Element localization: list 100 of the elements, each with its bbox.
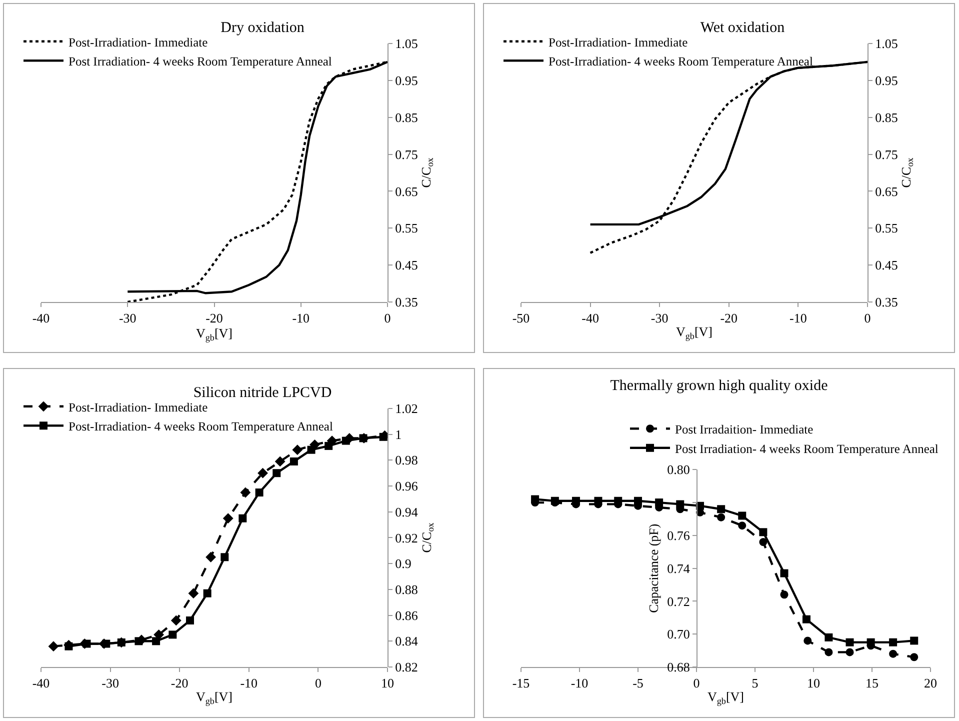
y-tick-label: 0.86: [395, 608, 418, 623]
y-axis-title: Capacitance (pF): [646, 524, 662, 613]
x-tick-label: -30: [102, 676, 119, 691]
legend-label: Post-Irradiation- Immediate: [68, 35, 208, 50]
y-tick-label: 0.35: [875, 294, 898, 310]
x-tick-label: -15: [512, 676, 530, 691]
point: [274, 456, 286, 467]
y-tick-label: 0.82: [395, 660, 418, 675]
point: [910, 653, 918, 662]
point: [48, 641, 59, 652]
y-tick-label: 0.55: [395, 220, 418, 236]
y-tick-label: 1: [395, 426, 402, 442]
point: [307, 446, 316, 454]
y-tick-label: 0.45: [875, 258, 898, 273]
x-tick-label: -40: [32, 310, 50, 326]
point: [717, 505, 726, 514]
y-tick-label: 0.75: [875, 146, 898, 162]
x-tick-label: -10: [240, 676, 258, 691]
y-tick-label: 1.05: [875, 36, 898, 52]
point: [738, 512, 746, 520]
legend-label: Post-Irradiation- 4 weeks Room Temperature Anneal: [548, 54, 814, 69]
y-tick-label: 0.85: [875, 110, 898, 125]
point: [220, 553, 229, 562]
point: [889, 638, 898, 646]
point: [531, 495, 540, 504]
point: [64, 642, 73, 650]
point: [780, 590, 788, 599]
x-tick-label: -30: [118, 310, 136, 326]
x-tick-label: 0: [693, 676, 700, 691]
point: [272, 469, 281, 478]
y-tick-label: 0.76: [667, 528, 690, 543]
point: [134, 637, 143, 646]
point: [170, 615, 182, 626]
legend-label: Post-Irradiation- Immediate: [548, 35, 688, 50]
point: [324, 442, 333, 450]
point: [634, 496, 642, 505]
y-tick-label: 1.05: [395, 36, 418, 52]
y-tick-label: 0.74: [667, 560, 690, 576]
x-axis-title: V$_{gb}$[V]: [676, 324, 713, 341]
legend-label: Post-Irradiation- Immediate: [68, 400, 208, 414]
y-tick-label: 0.35: [395, 294, 418, 310]
legend-label: Post-Irradiation- 4 weeks Room Temperature Anneal: [68, 420, 334, 434]
point: [717, 513, 726, 522]
y-tick-label: 0.72: [667, 594, 690, 609]
x-tick-label: -20: [206, 310, 223, 326]
y-tick-label: 0.98: [395, 452, 418, 468]
x-tick-label: -30: [650, 310, 668, 326]
y-tick-label: 0.45: [395, 258, 418, 273]
y-tick-label: 0.70: [667, 626, 690, 642]
chart-title: Thermally grown high quality oxide: [610, 378, 828, 394]
x-tick-label: 15: [866, 676, 878, 691]
y-tick-label: 0.65: [875, 184, 898, 199]
point: [804, 636, 812, 645]
point: [102, 640, 110, 648]
point: [206, 552, 216, 562]
point: [188, 588, 199, 599]
point: [222, 513, 234, 524]
x-tick-label: -10: [570, 676, 588, 691]
point: [379, 432, 388, 441]
y-tick-label: 0.94: [395, 504, 418, 520]
chart-title: Dry oxidation: [220, 20, 305, 36]
point: [846, 638, 854, 646]
x-axis-title: V$_{gb}$[V]: [196, 689, 233, 706]
y-tick-label: 0.55: [875, 220, 898, 236]
point: [258, 468, 268, 478]
point: [238, 514, 247, 522]
y-tick-label: 0.75: [395, 146, 418, 162]
chart-title: Wet oxidation: [700, 20, 786, 36]
x-tick-label: 10: [381, 676, 394, 691]
y-tick-label: 0.88: [395, 582, 418, 597]
y-tick-label: 0.85: [395, 110, 418, 125]
point: [82, 640, 91, 648]
x-tick-label: -10: [292, 310, 310, 326]
point: [780, 569, 788, 578]
point: [910, 636, 918, 645]
chart-title: Silicon nitride LPCVD: [193, 384, 332, 401]
point: [738, 522, 746, 530]
point: [759, 528, 768, 536]
point: [292, 444, 303, 456]
x-tick-label: -10: [790, 310, 807, 326]
point: [594, 496, 602, 505]
x-tick-label: 20: [924, 676, 937, 691]
x-tick-label: 0: [864, 310, 871, 326]
y-tick-label: 0.96: [395, 478, 418, 494]
x-tick-label: 10: [807, 676, 820, 691]
y-tick-label: 0.9: [395, 556, 412, 572]
y-tick-label: 0.95: [875, 72, 898, 88]
x-tick-label: 0: [314, 676, 322, 691]
point: [676, 500, 684, 508]
x-tick-label: 5: [752, 676, 758, 691]
x-axis-title: V$_{gb}$[V]: [707, 689, 744, 706]
y-tick-label: 0.95: [395, 72, 418, 88]
point: [186, 616, 194, 624]
point: [290, 457, 298, 466]
point: [203, 589, 212, 598]
point: [866, 638, 875, 646]
x-tick-label: -20: [170, 676, 188, 691]
y-tick-label: 1.02: [395, 401, 418, 416]
y-tick-label: 0.84: [395, 634, 418, 649]
x-tick-label: 0: [384, 310, 391, 326]
